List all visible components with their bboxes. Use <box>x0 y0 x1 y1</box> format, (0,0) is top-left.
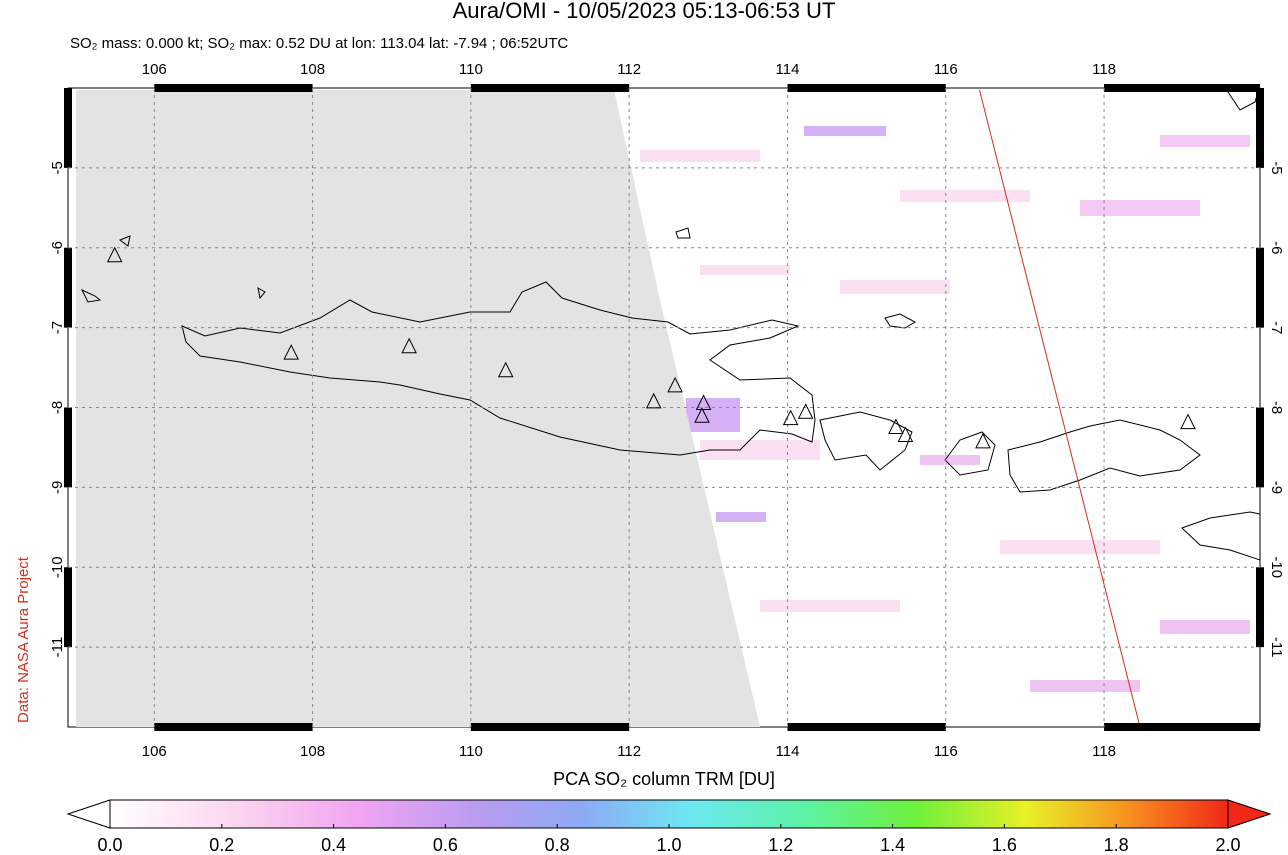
volcano <box>694 407 710 423</box>
x-tick-label: 108 <box>300 743 325 760</box>
grid <box>64 84 1264 731</box>
x-tick-label: 112 <box>617 61 641 78</box>
colorbar <box>109 799 1229 829</box>
colorbar-tick-label: 1.4 <box>880 835 905 855</box>
colorbar-tick-label: 0.0 <box>97 835 122 855</box>
colorbar-over <box>1227 799 1272 829</box>
volcano <box>897 426 914 442</box>
volcano <box>888 418 904 434</box>
y-tick-label: -6 <box>49 241 66 254</box>
x-tick-label: 110 <box>459 61 483 78</box>
title: Aura/OMI - 10/05/2023 05:13-06:53 UT <box>453 0 836 23</box>
credit: Data: NASA Aura Project <box>15 556 32 723</box>
orbit-track <box>978 90 1141 727</box>
colorbar-tick-label: 1.2 <box>768 835 793 855</box>
frame-bar <box>470 84 630 92</box>
frame-bar <box>1104 84 1260 92</box>
y-tick-label: -5 <box>1268 161 1285 174</box>
frame-bar <box>1256 247 1264 328</box>
y-tick-label: -9 <box>49 481 66 494</box>
x-tick-label: 114 <box>776 61 800 78</box>
x-tick-label: 118 <box>1092 61 1116 78</box>
x-tick-label: 106 <box>142 743 167 760</box>
volcano <box>645 392 662 409</box>
x-tick-label: 116 <box>934 61 958 78</box>
volcano <box>975 432 991 449</box>
frame-bar <box>154 84 313 92</box>
x-tick-label: 106 <box>142 61 167 78</box>
y-tick-label: -11 <box>1268 637 1285 658</box>
x-tick-label: 114 <box>776 743 800 760</box>
subtitle: SO₂ mass: 0.000 kt; SO₂ max: 0.52 DU at … <box>70 35 568 52</box>
colorbar-tick-label: 0.6 <box>433 835 458 855</box>
y-tick-label: -8 <box>49 401 66 414</box>
y-tick-label: -9 <box>1268 481 1285 494</box>
y-tick-label: -7 <box>49 321 66 334</box>
coastlines <box>80 91 1260 561</box>
x-tick-label: 118 <box>1092 743 1116 760</box>
pixel-stripe <box>804 126 886 136</box>
frame-bar <box>787 84 946 92</box>
volcano <box>797 403 814 419</box>
y-tick-label: -6 <box>1268 241 1285 254</box>
x-tick-label: 108 <box>300 61 325 78</box>
x-tick-label: 110 <box>459 743 483 760</box>
frame-bar <box>787 723 946 731</box>
colorbar-tick-label: 1.8 <box>1104 835 1129 855</box>
volcano <box>497 361 514 378</box>
y-tick-label: -11 <box>49 637 66 658</box>
x-tick-label: 112 <box>617 743 641 760</box>
pixel-stripe <box>686 398 740 432</box>
frame-bar <box>64 567 72 648</box>
colorbar-tick-label: 0.4 <box>321 835 346 855</box>
colorbar-tick-label: 1.6 <box>992 835 1017 855</box>
frame-bar <box>1256 88 1264 168</box>
frame-bar <box>64 247 72 328</box>
volcano <box>667 376 683 393</box>
frame-bar <box>1256 567 1264 648</box>
colorbar-label: PCA SO₂ column TRM [DU] <box>553 769 775 789</box>
volcano <box>782 409 799 426</box>
frame-bar <box>1256 407 1264 488</box>
frame-bar <box>64 88 72 168</box>
colorbar-tick-label: 0.2 <box>209 835 234 855</box>
pixel-stripe <box>716 512 766 522</box>
x-tick-label: 116 <box>934 743 958 760</box>
y-tick-label: -7 <box>1268 321 1285 334</box>
volcano <box>695 394 712 411</box>
colorbar-tick-label: 2.0 <box>1215 835 1240 855</box>
volcano <box>1180 413 1196 430</box>
volcano <box>283 344 300 360</box>
y-tick-label: -5 <box>49 161 66 174</box>
volcano <box>106 246 123 263</box>
frame-bar <box>154 723 313 731</box>
frame-bar <box>1104 723 1260 731</box>
y-tick-label: -10 <box>1268 556 1285 578</box>
frame-bar <box>470 723 630 731</box>
frame-bar <box>64 407 72 488</box>
colorbar-tick-label: 0.8 <box>545 835 570 855</box>
y-tick-label: -10 <box>49 556 66 578</box>
volcano <box>401 337 417 354</box>
colorbar-under <box>66 799 111 829</box>
pixel-stripes <box>640 135 1250 692</box>
colorbar-tick-label: 1.0 <box>656 835 681 855</box>
y-tick-label: -8 <box>1268 401 1285 414</box>
